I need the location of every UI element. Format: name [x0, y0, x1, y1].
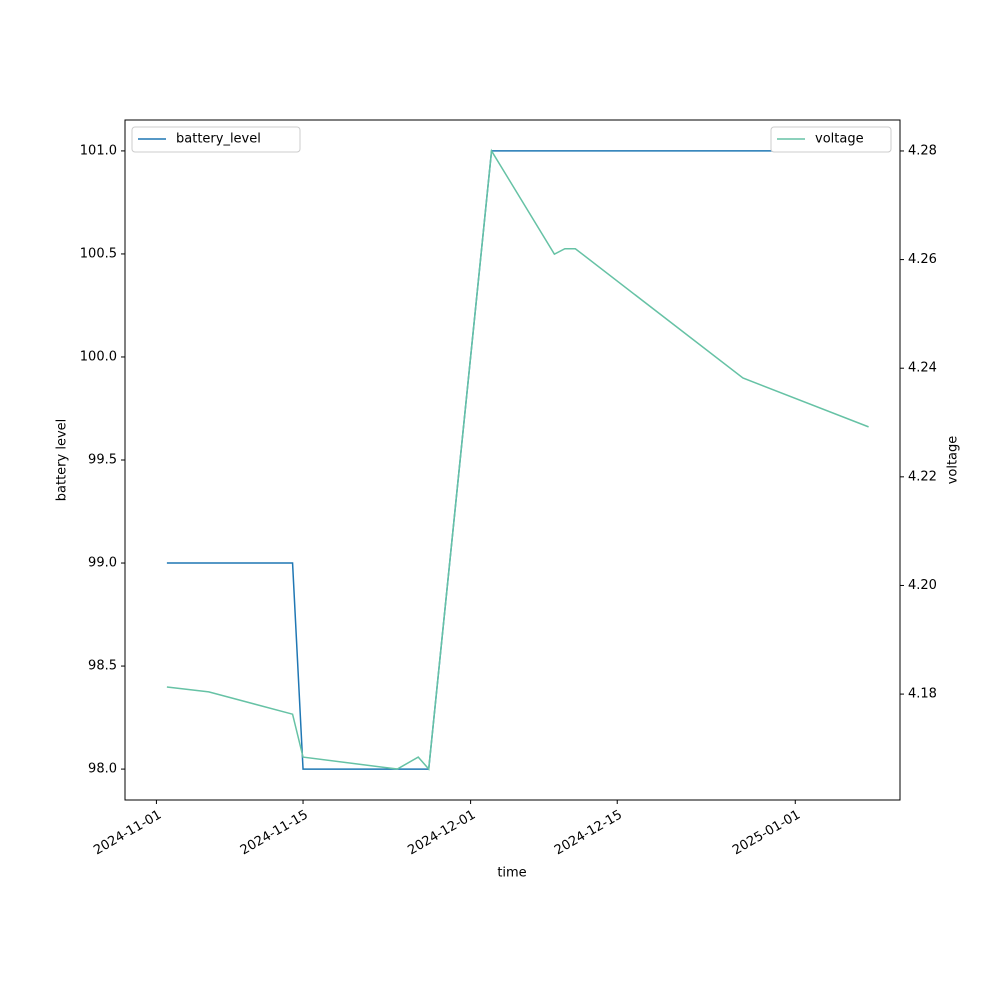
y2-tick-label: 4.22 [908, 469, 937, 484]
y2-tick-label: 4.24 [908, 361, 937, 376]
x-tick-label: 2024-12-15 [552, 808, 625, 859]
legend-label: battery_level [176, 132, 261, 147]
y2-tick-label: 4.20 [908, 578, 937, 593]
y2-tick-label: 4.26 [908, 252, 937, 267]
legend-box [770, 126, 892, 153]
x-axis-label: time [497, 866, 526, 881]
y-tick-label: 99.5 [88, 453, 117, 468]
line-series [166, 150, 869, 770]
x-tick-label: 2024-11-15 [238, 808, 311, 859]
plot-frame [124, 119, 901, 801]
x-tick-label: 2025-01-01 [730, 808, 803, 859]
legend-label: voltage [815, 132, 864, 147]
y-tick-label: 100.0 [80, 349, 117, 364]
x-tick-label: 2024-11-01 [91, 808, 164, 859]
y-tick-label: 100.5 [80, 246, 117, 261]
y-tick-label: 98.5 [88, 659, 117, 674]
y2-axis-label: voltage [946, 436, 961, 485]
legend-box [131, 126, 301, 153]
y-axis-label: battery level [55, 419, 70, 502]
y-tick-label: 99.0 [88, 556, 117, 571]
line-series [166, 148, 869, 771]
y2-tick-label: 4.18 [908, 687, 937, 702]
y-tick-label: 98.0 [88, 762, 117, 777]
x-tick-label: 2024-12-01 [405, 808, 478, 859]
y-tick-label: 101.0 [80, 143, 117, 158]
y2-tick-label: 4.28 [908, 143, 937, 158]
